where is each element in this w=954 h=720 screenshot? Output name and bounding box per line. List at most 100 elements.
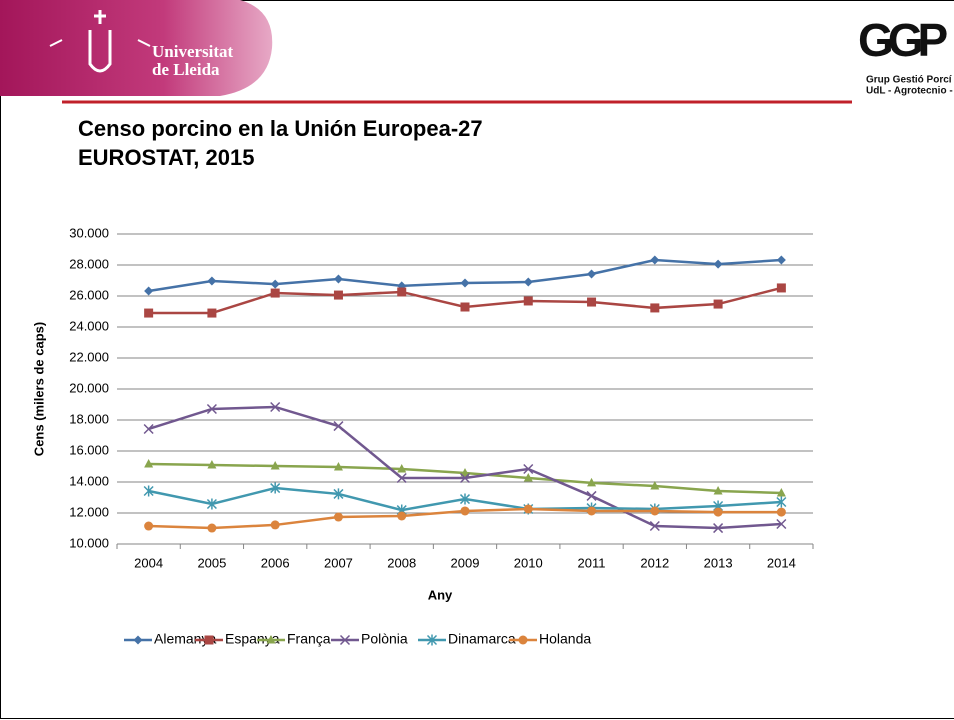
y-axis-title: Cens (milers de caps) [31, 322, 46, 456]
x-tick-label: 2007 [324, 555, 353, 570]
marker [270, 401, 281, 413]
marker [776, 518, 787, 530]
marker [713, 485, 723, 495]
x-tick-label: 2012 [640, 555, 669, 570]
marker [207, 308, 217, 318]
marker [204, 635, 214, 645]
marker [587, 506, 597, 516]
y-tick-label: 30.000 [69, 225, 109, 240]
marker [143, 423, 154, 435]
marker [207, 276, 217, 286]
x-tick-label: 2006 [261, 555, 290, 570]
x-tick-label: 2014 [767, 555, 796, 570]
marker [397, 511, 407, 521]
marker [523, 277, 533, 287]
marker [144, 521, 154, 531]
marker [776, 507, 786, 517]
marker [270, 288, 280, 298]
legend-label: Alemanya [154, 631, 216, 647]
marker [523, 463, 534, 475]
y-tick-label: 28.000 [69, 256, 109, 271]
marker [713, 507, 723, 517]
marker [333, 274, 343, 284]
y-tick-label: 12.000 [69, 504, 109, 519]
y-tick-label: 18.000 [69, 411, 109, 426]
marker [587, 269, 597, 279]
x-tick-label: 2004 [134, 555, 163, 570]
marker [333, 461, 343, 471]
x-tick-label: 2009 [451, 555, 480, 570]
marker [523, 504, 533, 514]
y-tick-label: 26.000 [69, 287, 109, 302]
marker [266, 635, 276, 644]
marker [339, 634, 351, 646]
x-tick-label: 2010 [514, 555, 543, 570]
x-tick-label: 2013 [704, 555, 733, 570]
marker [650, 255, 660, 265]
x-tick-label: 2005 [197, 555, 226, 570]
university-name: de Lleida [152, 60, 220, 79]
y-tick-label: 14.000 [69, 473, 109, 488]
logo-text: Grup Gestió Porcí [866, 75, 953, 86]
marker [396, 472, 407, 484]
legend-label: Espanya [225, 631, 280, 647]
logo-text: UdL - Agrotecnio - CE [866, 86, 954, 97]
header-banner [0, 0, 273, 96]
marker [649, 520, 660, 532]
marker [460, 506, 470, 516]
marker [776, 488, 786, 497]
marker [206, 403, 217, 415]
marker [144, 286, 154, 296]
marker [650, 506, 660, 516]
y-tick-label: 20.000 [69, 380, 109, 395]
marker [518, 635, 528, 645]
marker [270, 520, 280, 530]
marker [713, 259, 723, 269]
marker [270, 279, 280, 289]
x-axis-title: Any [428, 587, 453, 602]
marker [144, 459, 154, 468]
marker [333, 421, 344, 432]
marker [460, 302, 470, 312]
marker [207, 459, 217, 469]
x-tick-label: 2011 [578, 555, 606, 570]
legend-label: Holanda [539, 631, 591, 647]
marker [776, 496, 787, 508]
marker [333, 488, 344, 500]
marker [776, 283, 786, 293]
marker [133, 635, 143, 645]
legend-label: Dinamarca [448, 631, 516, 647]
marker [333, 290, 343, 300]
marker [426, 634, 438, 646]
marker [459, 472, 471, 484]
x-tick-label: 2008 [387, 555, 416, 570]
marker [586, 490, 597, 501]
marker [459, 493, 471, 505]
marker [144, 308, 154, 318]
slide-title: EUROSTAT, 2015 [78, 145, 254, 170]
marker [460, 468, 470, 477]
marker [650, 481, 660, 490]
marker [333, 512, 343, 522]
marker [397, 287, 407, 297]
y-tick-label: 22.000 [69, 349, 109, 364]
marker [650, 303, 660, 313]
marker [587, 297, 597, 307]
university-emblem [49, 10, 151, 73]
y-tick-label: 10.000 [69, 535, 109, 550]
marker [207, 523, 217, 533]
logo: GGP [858, 14, 948, 66]
slide-title: Censo porcino en la Unión Europea-27 [78, 116, 483, 141]
y-tick-label: 16.000 [69, 442, 109, 457]
y-tick-label: 24.000 [69, 318, 109, 333]
marker [713, 523, 724, 534]
marker [206, 498, 217, 510]
marker [460, 278, 470, 288]
marker [270, 482, 281, 494]
legend-label: Polònia [361, 631, 408, 647]
marker [397, 463, 407, 473]
marker [523, 472, 533, 482]
legend-label: França [287, 631, 331, 647]
